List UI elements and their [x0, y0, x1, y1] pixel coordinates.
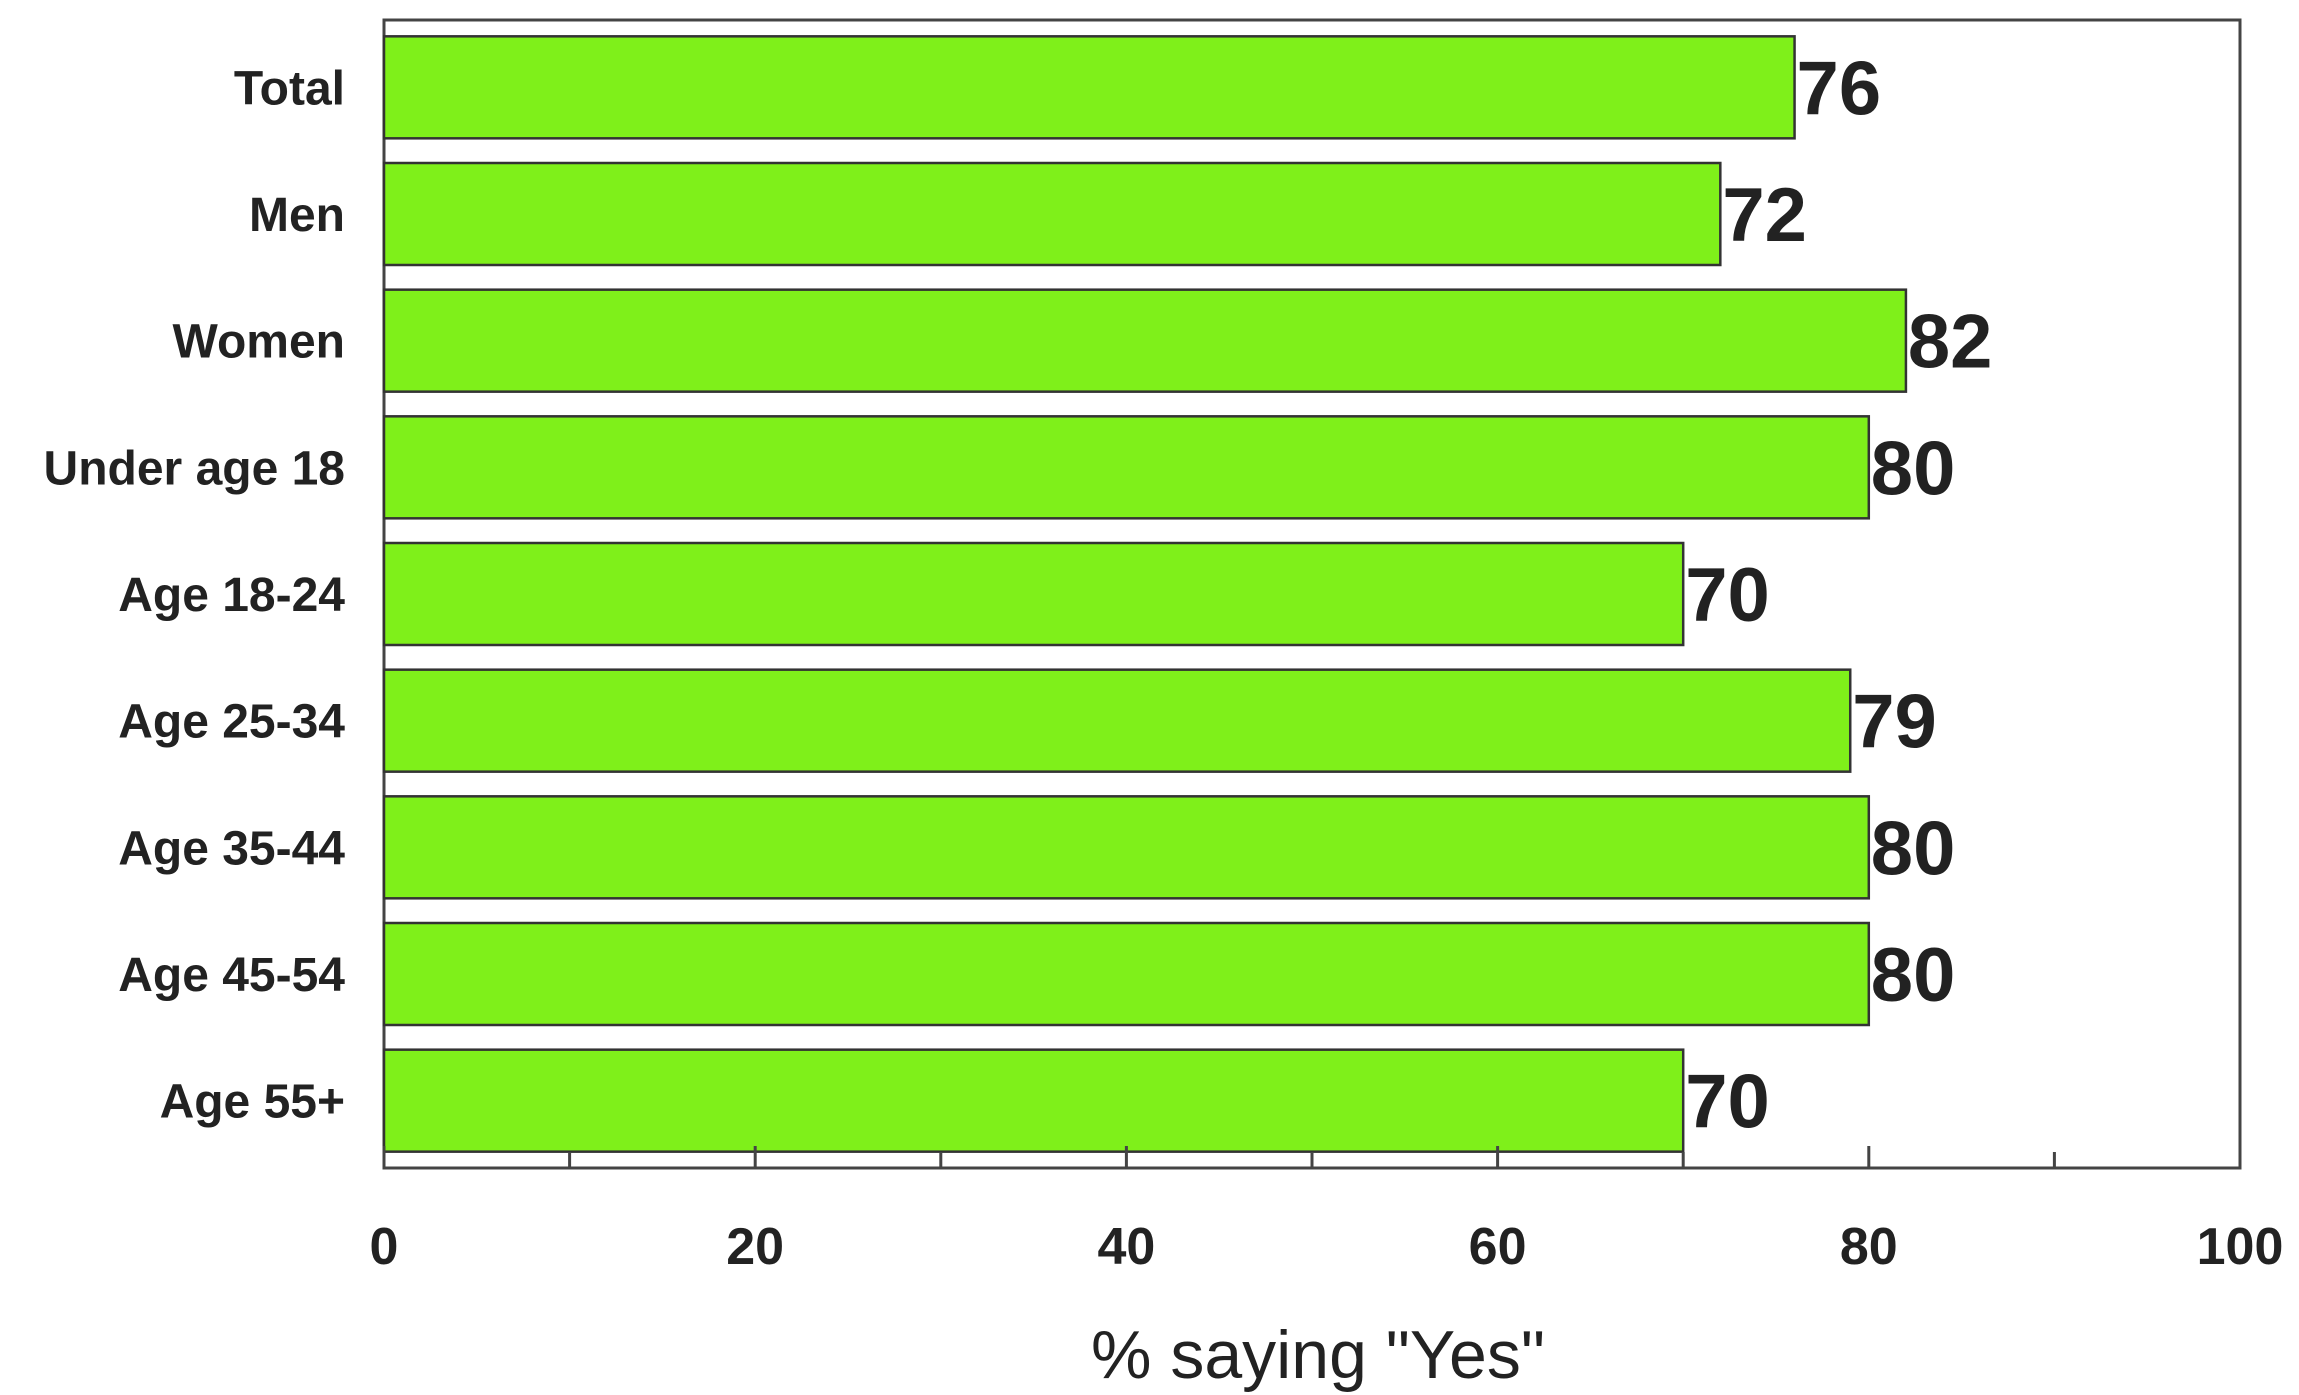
category-labels: Total Men Women Under age 18 Age 18-24 Age 25… — [44, 62, 346, 1128]
value-label: 72 — [1722, 173, 1807, 258]
value-label: 82 — [1908, 300, 1993, 385]
bar-age-18-24 — [382, 541, 1685, 647]
category-label: Age 35-44 — [118, 822, 345, 875]
x-tick-label: 0 — [370, 1218, 399, 1276]
value-label: 70 — [1685, 553, 1770, 638]
category-label: Age 45-54 — [118, 949, 345, 1002]
bar-age-55- — [382, 1048, 1685, 1153]
value-label: 80 — [1871, 426, 1956, 511]
value-label: 80 — [1871, 806, 1956, 891]
value-label: 80 — [1871, 933, 1956, 1018]
bar-women — [382, 288, 1908, 393]
category-label: Age 25-34 — [118, 696, 345, 749]
bar-age-45-54 — [382, 921, 1871, 1027]
x-axis-title: % saying "Yes" — [1091, 1317, 1545, 1393]
bar-under-age-18 — [382, 415, 1871, 520]
bar-men — [382, 161, 1722, 267]
value-label: 70 — [1685, 1060, 1770, 1145]
value-labels: 76 72 82 80 70 79 80 80 70 — [1685, 46, 1992, 1144]
category-label: Men — [249, 189, 345, 242]
category-label: Total — [234, 62, 345, 115]
x-axis-tick-labels: 0 20 40 60 80 100 — [370, 1218, 2284, 1276]
category-label: Under age 18 — [44, 442, 345, 495]
x-tick-label: 40 — [1097, 1218, 1155, 1276]
bar-age-35-44 — [382, 795, 1871, 900]
category-label: Age 18-24 — [118, 569, 345, 622]
x-tick-label: 60 — [1469, 1218, 1527, 1276]
bars — [382, 35, 1908, 1153]
x-tick-label: 20 — [726, 1218, 784, 1276]
value-label: 79 — [1852, 680, 1937, 765]
bar-age-25-34 — [382, 668, 1852, 773]
category-label: Women — [173, 316, 345, 369]
x-tick-label: 100 — [2197, 1218, 2284, 1276]
category-label: Age 55+ — [160, 1076, 345, 1129]
bar-total — [382, 35, 1796, 140]
value-label: 76 — [1797, 46, 1882, 131]
x-axis-ticks — [382, 1146, 2242, 1168]
x-tick-label: 80 — [1840, 1218, 1898, 1276]
